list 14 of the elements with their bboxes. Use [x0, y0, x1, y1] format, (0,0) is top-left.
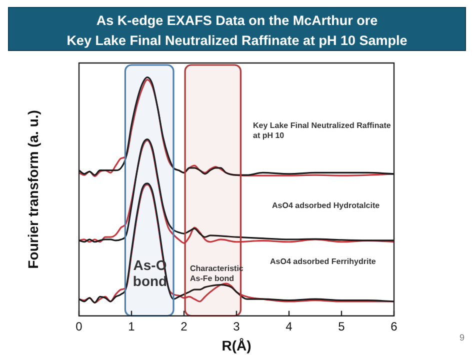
- x-tick-label: 0: [76, 319, 83, 334]
- x-tick-label: 3: [233, 319, 240, 334]
- chart-title: As K-edge EXAFS Data on the McArthur ore Key Lake Final Neutralized Raffinate at pH 10 Sample: [8, 7, 466, 51]
- x-tick-label: 5: [338, 319, 346, 334]
- x-tick-label: 4: [286, 319, 293, 334]
- x-tick-label: 6: [390, 319, 398, 334]
- y-axis-title: Fourier transform (a. u.): [24, 110, 41, 269]
- text: 9: [459, 332, 465, 342]
- x-axis-title: R(Å): [222, 337, 252, 354]
- annotation: Key Lake Final Neutralized Raffinate at pH 10: [253, 121, 392, 140]
- annotation: AsO4 adsorbed Ferrihydrite: [270, 257, 376, 266]
- x-tick-label: 1: [128, 319, 136, 334]
- annotation: AsO4 adsorbed Hydrotalcite: [272, 201, 380, 210]
- x-tick-label: 2: [180, 319, 188, 334]
